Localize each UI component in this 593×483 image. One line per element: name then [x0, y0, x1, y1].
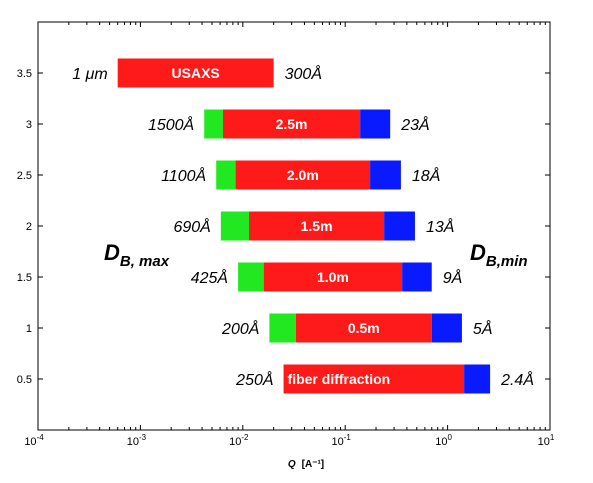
y-tick-label: 1 — [26, 323, 32, 335]
x-tick-label: 10-1 — [332, 433, 352, 448]
max-q-label: 300Å — [285, 64, 322, 83]
bar-label: 1.0m — [317, 269, 349, 285]
bar-segment-red — [295, 313, 432, 343]
bar-segment-green — [216, 160, 236, 190]
x-axis: 10-4 10-3 10-2 10-1 100 101 — [24, 22, 555, 448]
bar-segment-red — [283, 364, 465, 394]
x-tick-label: 10-4 — [24, 433, 44, 448]
bar-label: 2.0m — [287, 167, 319, 183]
max-q-label: 9Å — [443, 268, 463, 287]
x-tick-label: 101 — [538, 433, 555, 448]
bar-label: 0.5m — [348, 320, 380, 336]
min-q-label: 425Å — [191, 268, 228, 287]
bar-segment-red — [263, 262, 403, 292]
min-q-label: 1500Å — [148, 115, 194, 134]
bar-segment-red — [235, 160, 371, 190]
x-tick-label: 100 — [435, 433, 452, 448]
min-q-label: 250Å — [235, 370, 273, 389]
bar-segment-blue — [464, 364, 491, 394]
max-q-label: 13Å — [426, 217, 454, 236]
max-q-label: 5Å — [473, 319, 493, 338]
y-tick-label: 1.5 — [17, 272, 32, 284]
min-q-label: 1100Å — [161, 166, 206, 185]
labels-group: USAXS 1 μm 300Å 2.5m 1500Å 23Å 2.0m 1100Å 18Å 1.5… — [72, 64, 534, 389]
y-tick-label: 2.5 — [17, 170, 32, 182]
max-q-label: 2.4Å — [500, 370, 534, 389]
y-tick-label: 0.5 — [17, 374, 32, 386]
d-max-annotation: DB, max — [104, 240, 170, 270]
min-q-label: 200Å — [221, 319, 259, 338]
bar-segment-blue — [402, 262, 432, 292]
bar-label: 1.5m — [301, 218, 333, 234]
bar-segment-green — [269, 313, 296, 343]
min-q-label: 690Å — [173, 217, 210, 236]
x-tick-label: 10-2 — [229, 433, 249, 448]
bar-segment-blue — [370, 160, 401, 190]
bar-segment-blue — [384, 211, 415, 241]
bar-label: USAXS — [172, 65, 220, 81]
d-min-annotation: DB,min — [470, 240, 528, 270]
bar-segment-green — [220, 211, 250, 241]
bar-label: fiber diffraction — [288, 371, 391, 387]
y-tick-label: 3.5 — [17, 68, 32, 80]
bar-segment-red — [222, 109, 361, 139]
bar-segment-green — [204, 109, 223, 139]
max-q-label: 18Å — [412, 166, 440, 185]
bar-label: 2.5m — [276, 116, 308, 132]
y-tick-label: 2 — [26, 221, 32, 233]
bar-segment-red — [117, 58, 274, 88]
y-axis: 0.5 1 1.5 2 2.5 3 3.5 — [17, 68, 550, 386]
y-tick-label: 3 — [26, 119, 32, 131]
bar-segment-blue — [360, 109, 391, 139]
bar-segment-green — [238, 262, 264, 292]
bars-group — [117, 58, 491, 394]
x-axis-label: Q [A⁻¹] — [288, 459, 324, 470]
max-q-label: 23Å — [400, 115, 429, 134]
min-q-label: 1 μm — [72, 66, 107, 83]
bar-segment-blue — [431, 313, 462, 343]
x-tick-label: 10-3 — [127, 433, 147, 448]
bar-segment-red — [249, 211, 385, 241]
